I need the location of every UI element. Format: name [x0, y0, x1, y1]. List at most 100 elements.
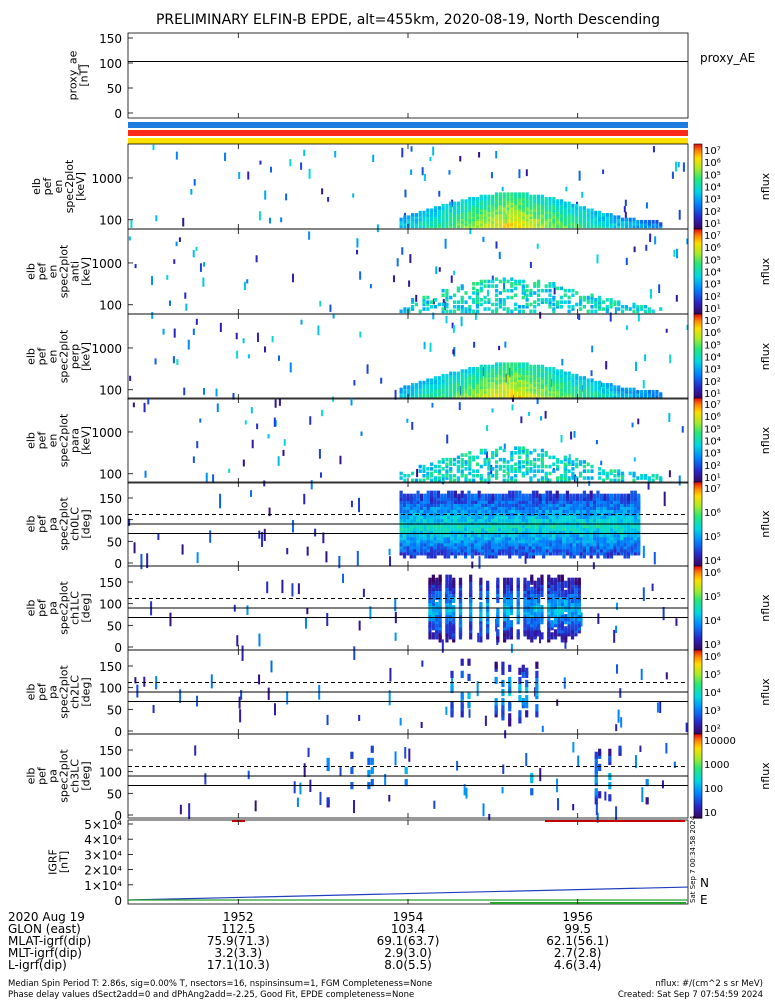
- spectrogram-pixel: [510, 469, 514, 473]
- spectrogram-pixel: [506, 629, 510, 637]
- spectrogram-pixel: [430, 222, 434, 226]
- spectrogram-pixel: [438, 604, 442, 613]
- spectrogram-pixel: [154, 358, 157, 365]
- spectrogram-pixel: [460, 490, 464, 498]
- colorbar-tick-label: 10⁴: [704, 437, 721, 448]
- spectrogram-pixel: [510, 373, 514, 378]
- spectrogram-pixel: [445, 383, 449, 387]
- colorbar-segment: [694, 659, 702, 662]
- spectrogram-pixel: [643, 224, 648, 229]
- spectrogram-pixel: [502, 464, 506, 469]
- spectrogram-pixel: [449, 378, 453, 383]
- spectrogram-pixel: [556, 467, 560, 471]
- spectrogram-pixel: [536, 387, 541, 392]
- spectrogram-pixel: [544, 219, 548, 224]
- spectrogram-pixel: [491, 215, 495, 219]
- spectrogram-pixel: [575, 373, 579, 378]
- spectrogram-pixel: [376, 224, 379, 233]
- spectrogram-pixel: [590, 476, 594, 480]
- colorbar-segment: [694, 148, 702, 151]
- spectrogram-pixel: [479, 464, 483, 469]
- colorbar-segment: [694, 715, 702, 718]
- colorbar-segment: [694, 153, 702, 156]
- spectrogram-pixel: [498, 364, 502, 369]
- spectrogram-pixel: [548, 300, 552, 304]
- spectrogram-pixel: [552, 284, 556, 288]
- spectrogram-pixel: [414, 213, 418, 217]
- colorbar-segment: [694, 510, 702, 512]
- chart-title: PRELIMINARY ELFIN-B EPDE, alt=455km, 202…: [156, 12, 660, 28]
- spectrogram-pixel: [479, 373, 483, 378]
- spectrogram-pixel: [479, 387, 483, 392]
- colorbar-segment: [694, 244, 702, 247]
- spectrogram-pixel: [464, 215, 468, 219]
- spectrogram-pixel: [498, 467, 502, 471]
- spectrogram-pixel: [582, 490, 586, 498]
- spectrogram-pixel: [514, 371, 518, 376]
- spectrogram-pixel: [429, 156, 432, 162]
- spectrogram-pixel: [452, 201, 457, 206]
- colorbar-segment: [694, 648, 702, 651]
- spectrogram-pixel: [475, 392, 480, 396]
- spectrogram-pixel: [399, 471, 403, 476]
- spectrogram-pixel: [548, 201, 552, 206]
- colorbar-segment: [694, 498, 702, 501]
- spectrogram-pixel: [464, 224, 468, 229]
- spectrogram-pixel: [636, 392, 640, 396]
- colorbar-tick-label: 10²: [704, 724, 721, 735]
- colorbar-segment: [694, 700, 702, 703]
- colorbar-segment: [694, 254, 702, 257]
- spectrogram-pixel: [326, 612, 329, 627]
- spectrogram-pixel: [544, 389, 548, 394]
- spectrogram-pixel: [498, 304, 502, 309]
- colorbar-segment: [694, 298, 702, 301]
- spectrogram-pixel: [516, 629, 520, 637]
- colorbar-segment: [694, 641, 702, 644]
- status-bar: [128, 122, 688, 128]
- spectrogram-pixel: [475, 224, 480, 229]
- spectrogram-pixel: [464, 378, 468, 383]
- spectrogram-pixel: [460, 371, 464, 376]
- spectrogram-pixel: [533, 194, 537, 199]
- colorbar-segment: [694, 268, 702, 271]
- spectrogram-pixel: [575, 210, 579, 215]
- spectrogram-pixel: [578, 389, 583, 394]
- spectrogram-pixel: [529, 467, 533, 471]
- spectrogram-pixel: [636, 476, 640, 480]
- spectrogram-pixel: [659, 478, 663, 483]
- spectrogram-pixel: [433, 394, 438, 399]
- spectrogram-pixel: [263, 480, 266, 487]
- spectrogram-pixel: [498, 369, 502, 373]
- spectrogram-pixel: [456, 307, 460, 311]
- colorbar-tick-label: 10²: [704, 461, 721, 472]
- spectrogram-pixel: [525, 679, 529, 688]
- spectrogram-pixel: [426, 215, 430, 219]
- spectrogram-pixel: [563, 476, 567, 480]
- spectrogram-pixel: [613, 469, 617, 473]
- spectrogram-pixel: [460, 462, 464, 467]
- spectrogram-pixel: [479, 201, 483, 206]
- colorbar-segment: [694, 491, 702, 494]
- spectrogram-pixel: [655, 219, 659, 224]
- spectrogram-pixel: [418, 224, 422, 229]
- y-tick-label: 150: [99, 32, 122, 46]
- spectrogram-pixel: [487, 222, 491, 226]
- spectrogram-pixel: [517, 467, 522, 471]
- spectrogram-pixel: [563, 469, 567, 473]
- colorbar-segment: [694, 360, 702, 363]
- spectrogram-pixel: [598, 389, 602, 394]
- spectrogram-pixel: [426, 387, 430, 392]
- spectrogram-pixel: [615, 602, 618, 610]
- spectrogram-pixel: [403, 307, 407, 311]
- spectrogram-pixel: [525, 298, 529, 302]
- spectrogram-pixel: [494, 206, 499, 210]
- colorbar-segment: [694, 500, 702, 503]
- spectrogram-pixel: [441, 473, 445, 478]
- spectrogram-pixel: [536, 206, 541, 210]
- spectrogram-pixel: [514, 219, 518, 224]
- spectrogram-pixel: [410, 213, 415, 217]
- spectrogram-pixel: [628, 392, 632, 396]
- spectrogram-pixel: [445, 302, 449, 307]
- spectrogram-pixel: [460, 710, 464, 718]
